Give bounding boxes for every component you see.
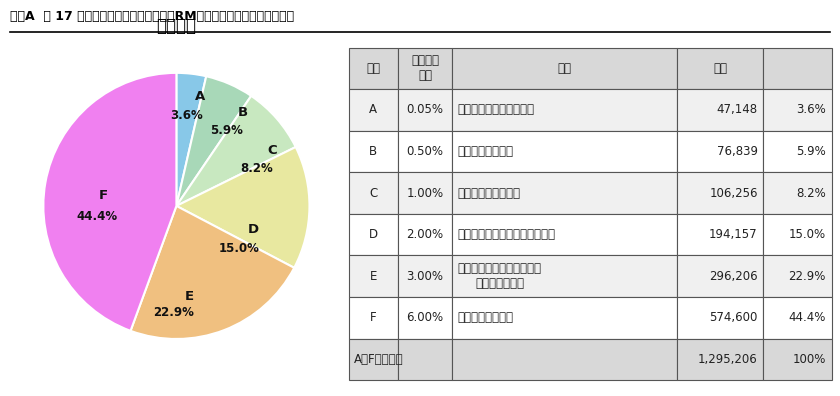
Text: 22.9%: 22.9% — [789, 270, 826, 283]
Wedge shape — [176, 76, 251, 206]
Text: 22.9%: 22.9% — [154, 306, 194, 319]
Bar — [452, 339, 676, 380]
Bar — [764, 89, 832, 131]
Bar — [398, 131, 452, 172]
Text: 296,206: 296,206 — [709, 270, 758, 283]
Bar — [764, 297, 832, 339]
Bar — [349, 297, 398, 339]
Text: 3.00%: 3.00% — [407, 270, 444, 283]
Bar — [676, 48, 764, 89]
Bar — [398, 297, 452, 339]
Text: 定義: 定義 — [557, 62, 571, 75]
Text: E: E — [370, 270, 377, 283]
Bar — [676, 131, 764, 172]
Bar — [676, 339, 764, 380]
Bar — [764, 48, 832, 89]
Bar — [349, 89, 398, 131]
Text: 44.4%: 44.4% — [789, 311, 826, 324]
Bar — [349, 48, 398, 89]
Text: 8.2%: 8.2% — [796, 187, 826, 200]
Bar — [764, 339, 832, 380]
Text: B: B — [369, 145, 377, 158]
Text: 194,157: 194,157 — [709, 228, 758, 241]
Text: F: F — [98, 189, 108, 202]
Wedge shape — [176, 147, 309, 268]
Bar — [349, 214, 398, 255]
Bar — [676, 214, 764, 255]
Text: 76,839: 76,839 — [717, 145, 758, 158]
Bar — [398, 172, 452, 214]
Bar — [398, 48, 452, 89]
Text: 将来の支払い能力に懸念がある: 将来の支払い能力に懸念がある — [458, 228, 556, 241]
Wedge shape — [176, 73, 207, 206]
Bar — [764, 255, 832, 297]
Text: 44.4%: 44.4% — [76, 210, 117, 223]
Text: 件数: 件数 — [713, 62, 727, 75]
Bar — [764, 214, 832, 255]
Text: 5.9%: 5.9% — [796, 145, 826, 158]
Text: 0.05%: 0.05% — [407, 103, 444, 116]
Text: 8.2%: 8.2% — [240, 162, 273, 175]
Text: A: A — [370, 103, 377, 116]
Bar — [452, 255, 676, 297]
Text: 1,295,206: 1,295,206 — [698, 353, 758, 366]
Text: 106,256: 106,256 — [709, 187, 758, 200]
Bar — [676, 172, 764, 214]
Text: A: A — [195, 90, 206, 103]
Text: 2.00%: 2.00% — [407, 228, 444, 241]
Bar — [349, 339, 398, 380]
Text: 6.00%: 6.00% — [407, 311, 444, 324]
Text: 想定倒産
確率: 想定倒産 確率 — [411, 54, 439, 82]
Wedge shape — [44, 73, 176, 331]
Bar — [676, 89, 764, 131]
Bar — [452, 297, 676, 339]
Bar — [398, 339, 452, 380]
Text: 通常取引不適格先: 通常取引不適格先 — [458, 311, 514, 324]
Text: C: C — [369, 187, 377, 200]
Wedge shape — [130, 206, 294, 339]
Bar — [398, 255, 452, 297]
Text: 図表A  第 17 回「格付ロジック改定によるRM格付変動の影響」／格付分布: 図表A 第 17 回「格付ロジック改定によるRM格付変動の影響」／格付分布 — [10, 10, 294, 23]
Bar — [398, 214, 452, 255]
Text: 支払い能力が高い: 支払い能力が高い — [458, 145, 514, 158]
Bar — [764, 131, 832, 172]
Bar — [452, 89, 676, 131]
Text: 3.6%: 3.6% — [796, 103, 826, 116]
Wedge shape — [176, 96, 296, 206]
Title: 格付分布: 格付分布 — [156, 17, 197, 35]
Bar — [398, 89, 452, 131]
Bar — [349, 131, 398, 172]
Bar — [349, 172, 398, 214]
Text: B: B — [238, 106, 248, 119]
Bar — [452, 214, 676, 255]
Text: 100%: 100% — [792, 353, 826, 366]
Text: E: E — [185, 290, 194, 303]
Text: 格付: 格付 — [366, 62, 381, 75]
Bar — [452, 131, 676, 172]
Text: 574,600: 574,600 — [709, 311, 758, 324]
Text: 1.00%: 1.00% — [407, 187, 444, 200]
Text: 5.9%: 5.9% — [211, 124, 244, 137]
Text: 0.50%: 0.50% — [407, 145, 444, 158]
Text: D: D — [369, 228, 378, 241]
Text: F: F — [370, 311, 376, 324]
Bar — [676, 255, 764, 297]
Bar — [676, 297, 764, 339]
Text: 支払い能力は中程度: 支払い能力は中程度 — [458, 187, 521, 200]
Bar — [452, 172, 676, 214]
Bar — [764, 172, 832, 214]
Text: 支払い能力に懸念があり、
注意するべき先: 支払い能力に懸念があり、 注意するべき先 — [458, 262, 542, 290]
Text: 47,148: 47,148 — [717, 103, 758, 116]
Bar — [349, 255, 398, 297]
Text: 支払い能力が非常に高い: 支払い能力が非常に高い — [458, 103, 535, 116]
Text: 3.6%: 3.6% — [171, 109, 203, 122]
Text: 15.0%: 15.0% — [789, 228, 826, 241]
Bar — [452, 48, 676, 89]
Text: 15.0%: 15.0% — [218, 242, 260, 255]
Text: D: D — [248, 223, 259, 236]
Text: A～F格　合計: A～F格 合計 — [354, 353, 403, 366]
Text: C: C — [267, 143, 277, 156]
